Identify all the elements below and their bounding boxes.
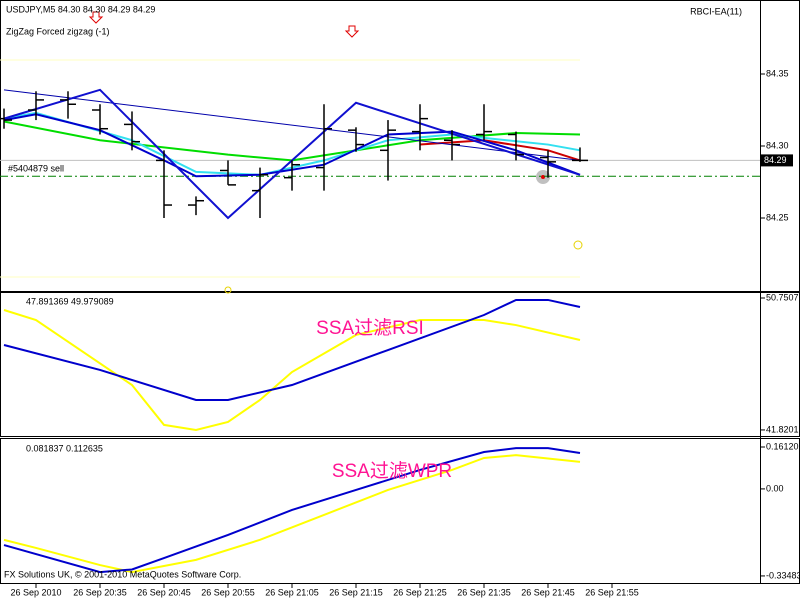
y-tick-label: 0.161202 — [766, 441, 800, 451]
fractal-marker — [224, 286, 232, 294]
rsi-title: SSA过滤RSI — [316, 317, 424, 339]
y-tick-label: 84.25 — [766, 212, 789, 222]
indicator-line — [3, 309, 581, 431]
x-tick-label: 26 Sep 21:35 — [457, 587, 511, 597]
indicator-label: ZigZag Forced zigzag (-1) — [6, 26, 110, 36]
rsi-panel — [0, 292, 800, 437]
indicator-line — [3, 454, 581, 574]
ohlc-bar — [572, 147, 588, 162]
plots: #5404879 sell — [0, 88, 760, 574]
ohlc-bar — [188, 196, 204, 216]
indicator-line — [3, 88, 581, 220]
ohlc-bar — [348, 127, 364, 152]
indicator-line — [3, 298, 581, 401]
main-panel — [0, 0, 800, 292]
current-price-label: 84.29 — [764, 155, 787, 165]
y-tick-label: 84.35 — [766, 68, 789, 78]
ohlc-bar — [412, 104, 428, 151]
wpr-title: SSA过滤WPR — [332, 460, 452, 482]
x-tick-label: 26 Sep 21:45 — [521, 587, 575, 597]
ohlc-bar — [28, 91, 44, 121]
fractal-arrow — [88, 11, 104, 24]
ohlc-bar — [540, 150, 556, 178]
ohlc-bar — [508, 131, 524, 161]
wpr-header: 0.081837 0.112635 — [26, 443, 103, 453]
symbol-header: USDJPY,M5 84.30 84.30 84.29 84.29 — [6, 4, 155, 14]
x-tick-label: 26 Sep 21:05 — [265, 587, 319, 597]
ohlc-bar — [124, 111, 140, 151]
y-tick-label: 41.82012 — [766, 424, 800, 434]
expert-label: RBCI-EA(11) — [690, 6, 742, 16]
ohlc-bar — [476, 104, 492, 141]
x-tick-label: 26 Sep 20:55 — [201, 587, 255, 597]
x-tick-label: 26 Sep 20:35 — [73, 587, 127, 597]
current-price-box — [761, 154, 793, 167]
y-tick-label: -0.33483 — [766, 570, 800, 580]
rsi-header: 47.891369 49.979089 — [26, 296, 114, 306]
x-tick-label: 26 Sep 21:55 — [585, 587, 639, 597]
y-tick-label: 0.00 — [766, 483, 784, 493]
copyright: FX Solutions UK, © 2001-2010 MetaQuotes … — [4, 569, 241, 579]
ohlc-bar — [60, 91, 76, 119]
indicator-line — [3, 447, 581, 574]
ohlc-bar — [0, 108, 12, 129]
ohlc-bar — [92, 104, 108, 135]
ohlc-bar — [220, 160, 236, 186]
fractal-arrow — [344, 25, 360, 38]
ohlc-bar — [444, 130, 460, 161]
order-label: #5404879 sell — [8, 164, 64, 174]
ohlc-bar — [252, 167, 268, 218]
x-tick-label: 26 Sep 20:45 — [137, 587, 191, 597]
y-tick-label: 84.30 — [766, 140, 789, 150]
x-tick-label: 26 Sep 21:25 — [393, 587, 447, 597]
y-tick-label: 50.75071 — [766, 292, 800, 302]
order-marker-dot — [541, 175, 545, 179]
ohlc-bar — [316, 104, 332, 191]
x-tick-label: 26 Sep 21:15 — [329, 587, 383, 597]
fractal-marker — [573, 240, 583, 250]
ohlc-bar — [380, 120, 396, 181]
ohlc-bar — [284, 160, 300, 191]
indicator-line — [3, 89, 581, 161]
x-tick-label: 26 Sep 2010 — [10, 587, 61, 597]
ohlc-bar — [156, 150, 172, 218]
